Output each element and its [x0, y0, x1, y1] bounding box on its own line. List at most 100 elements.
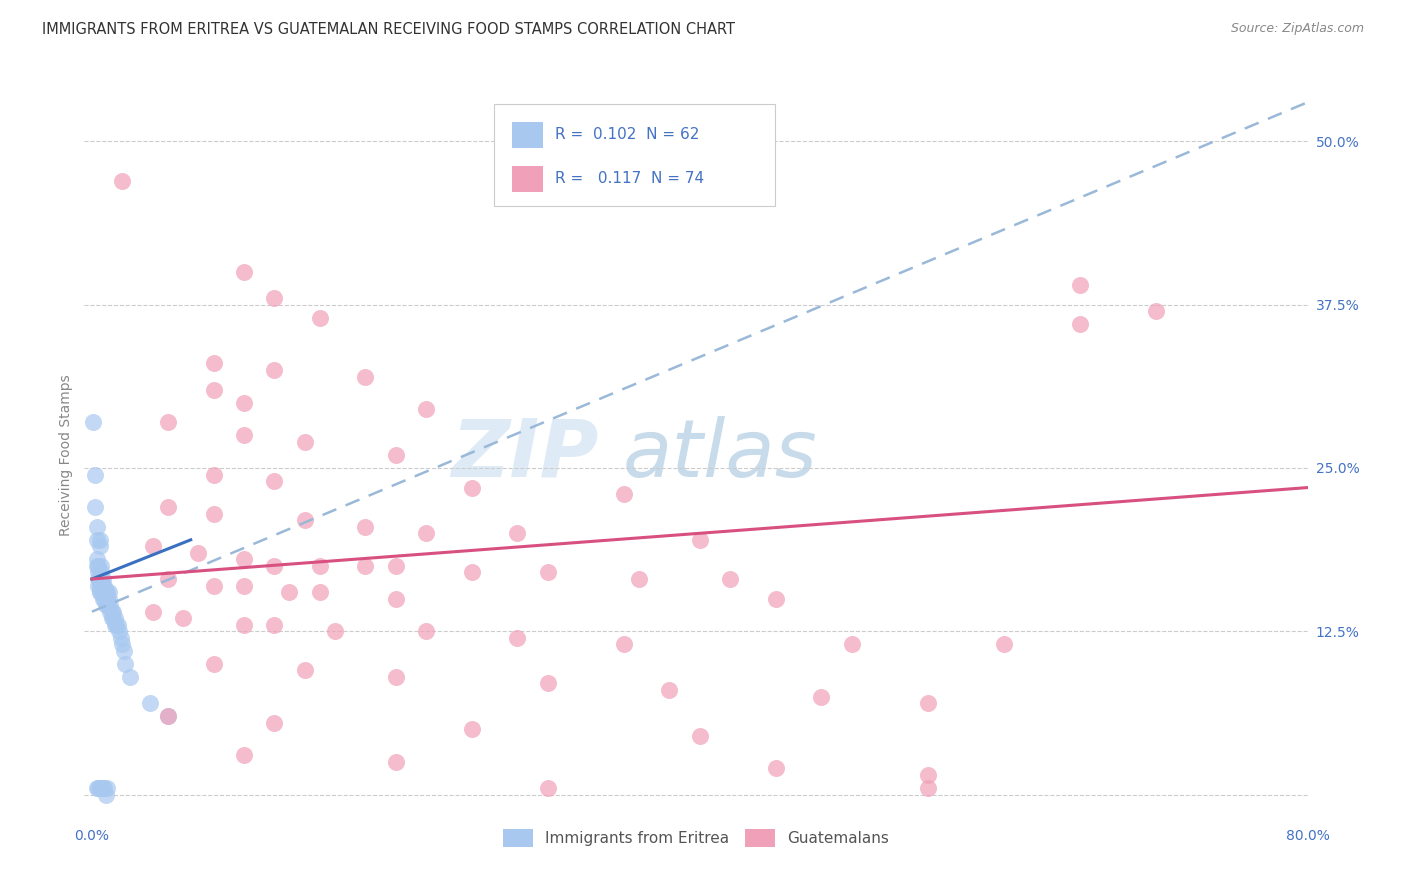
Point: [689, 729, 711, 743]
Point: [385, 755, 408, 769]
Point: [537, 676, 560, 690]
Point: [104, 617, 127, 632]
Point: [105, 617, 128, 632]
Point: [103, 605, 125, 619]
Legend: Immigrants from Eritrea, Guatemalans: Immigrants from Eritrea, Guatemalans: [496, 823, 896, 854]
Point: [232, 395, 254, 409]
Point: [156, 709, 179, 723]
Point: [415, 526, 437, 541]
Point: [93, 578, 115, 592]
Point: [263, 291, 285, 305]
Point: [263, 715, 285, 730]
Point: [263, 363, 285, 377]
Point: [87, 558, 110, 573]
Point: [86, 520, 108, 534]
Point: [354, 520, 377, 534]
Point: [93, 585, 115, 599]
Point: [87, 780, 110, 795]
Point: [385, 670, 408, 684]
Point: [138, 696, 160, 710]
Point: [156, 415, 179, 429]
Point: [1069, 318, 1091, 332]
Text: IMMIGRANTS FROM ERITREA VS GUATEMALAN RECEIVING FOOD STAMPS CORRELATION CHART: IMMIGRANTS FROM ERITREA VS GUATEMALAN RE…: [42, 22, 735, 37]
Point: [97, 585, 120, 599]
Point: [323, 624, 346, 639]
Point: [91, 572, 114, 586]
Point: [112, 644, 135, 658]
Point: [294, 434, 316, 449]
Point: [90, 780, 112, 795]
Point: [96, 591, 118, 606]
Point: [86, 533, 108, 547]
Point: [118, 670, 141, 684]
Point: [506, 526, 529, 541]
Point: [89, 533, 111, 547]
Point: [415, 624, 437, 639]
Point: [89, 780, 111, 795]
Point: [107, 617, 129, 632]
Point: [89, 585, 111, 599]
Point: [90, 572, 112, 586]
Point: [91, 585, 114, 599]
Point: [613, 487, 636, 501]
Point: [94, 585, 117, 599]
Point: [765, 761, 787, 775]
Point: [232, 578, 254, 592]
Point: [841, 637, 863, 651]
Point: [354, 369, 377, 384]
Point: [96, 585, 118, 599]
Point: [91, 578, 114, 592]
Point: [93, 591, 115, 606]
Point: [263, 558, 285, 573]
Point: [111, 637, 134, 651]
Point: [156, 572, 179, 586]
Point: [103, 611, 125, 625]
Point: [86, 558, 108, 573]
Y-axis label: Receiving Food Stamps: Receiving Food Stamps: [59, 374, 73, 536]
Point: [110, 631, 132, 645]
Point: [263, 474, 285, 488]
Point: [658, 683, 681, 698]
Point: [232, 617, 254, 632]
Point: [96, 598, 118, 612]
Point: [354, 558, 377, 573]
Point: [108, 624, 131, 639]
Point: [97, 591, 120, 606]
Point: [114, 657, 136, 671]
Point: [613, 637, 636, 651]
Point: [100, 605, 122, 619]
Point: [232, 428, 254, 442]
Point: [86, 552, 108, 566]
Point: [232, 552, 254, 566]
Point: [156, 500, 179, 515]
Point: [202, 578, 225, 592]
Point: [765, 591, 787, 606]
Text: ZIP: ZIP: [451, 416, 598, 494]
Point: [232, 748, 254, 763]
Point: [993, 637, 1015, 651]
Point: [263, 617, 285, 632]
Point: [689, 533, 711, 547]
Point: [1144, 304, 1167, 318]
Point: [461, 481, 484, 495]
Point: [87, 566, 110, 580]
Point: [172, 611, 194, 625]
Point: [89, 572, 111, 586]
Point: [415, 402, 437, 417]
Point: [917, 768, 939, 782]
Bar: [513, 122, 543, 148]
Point: [309, 558, 332, 573]
Point: [104, 611, 127, 625]
Point: [1069, 278, 1091, 293]
Text: Source: ZipAtlas.com: Source: ZipAtlas.com: [1230, 22, 1364, 36]
Point: [96, 780, 118, 795]
Point: [537, 780, 560, 795]
Point: [89, 539, 111, 553]
Text: R =  0.102  N = 62: R = 0.102 N = 62: [555, 127, 700, 142]
Point: [98, 605, 121, 619]
Point: [94, 788, 117, 802]
Point: [537, 566, 560, 580]
Point: [810, 690, 832, 704]
Point: [89, 585, 111, 599]
FancyBboxPatch shape: [494, 103, 776, 206]
